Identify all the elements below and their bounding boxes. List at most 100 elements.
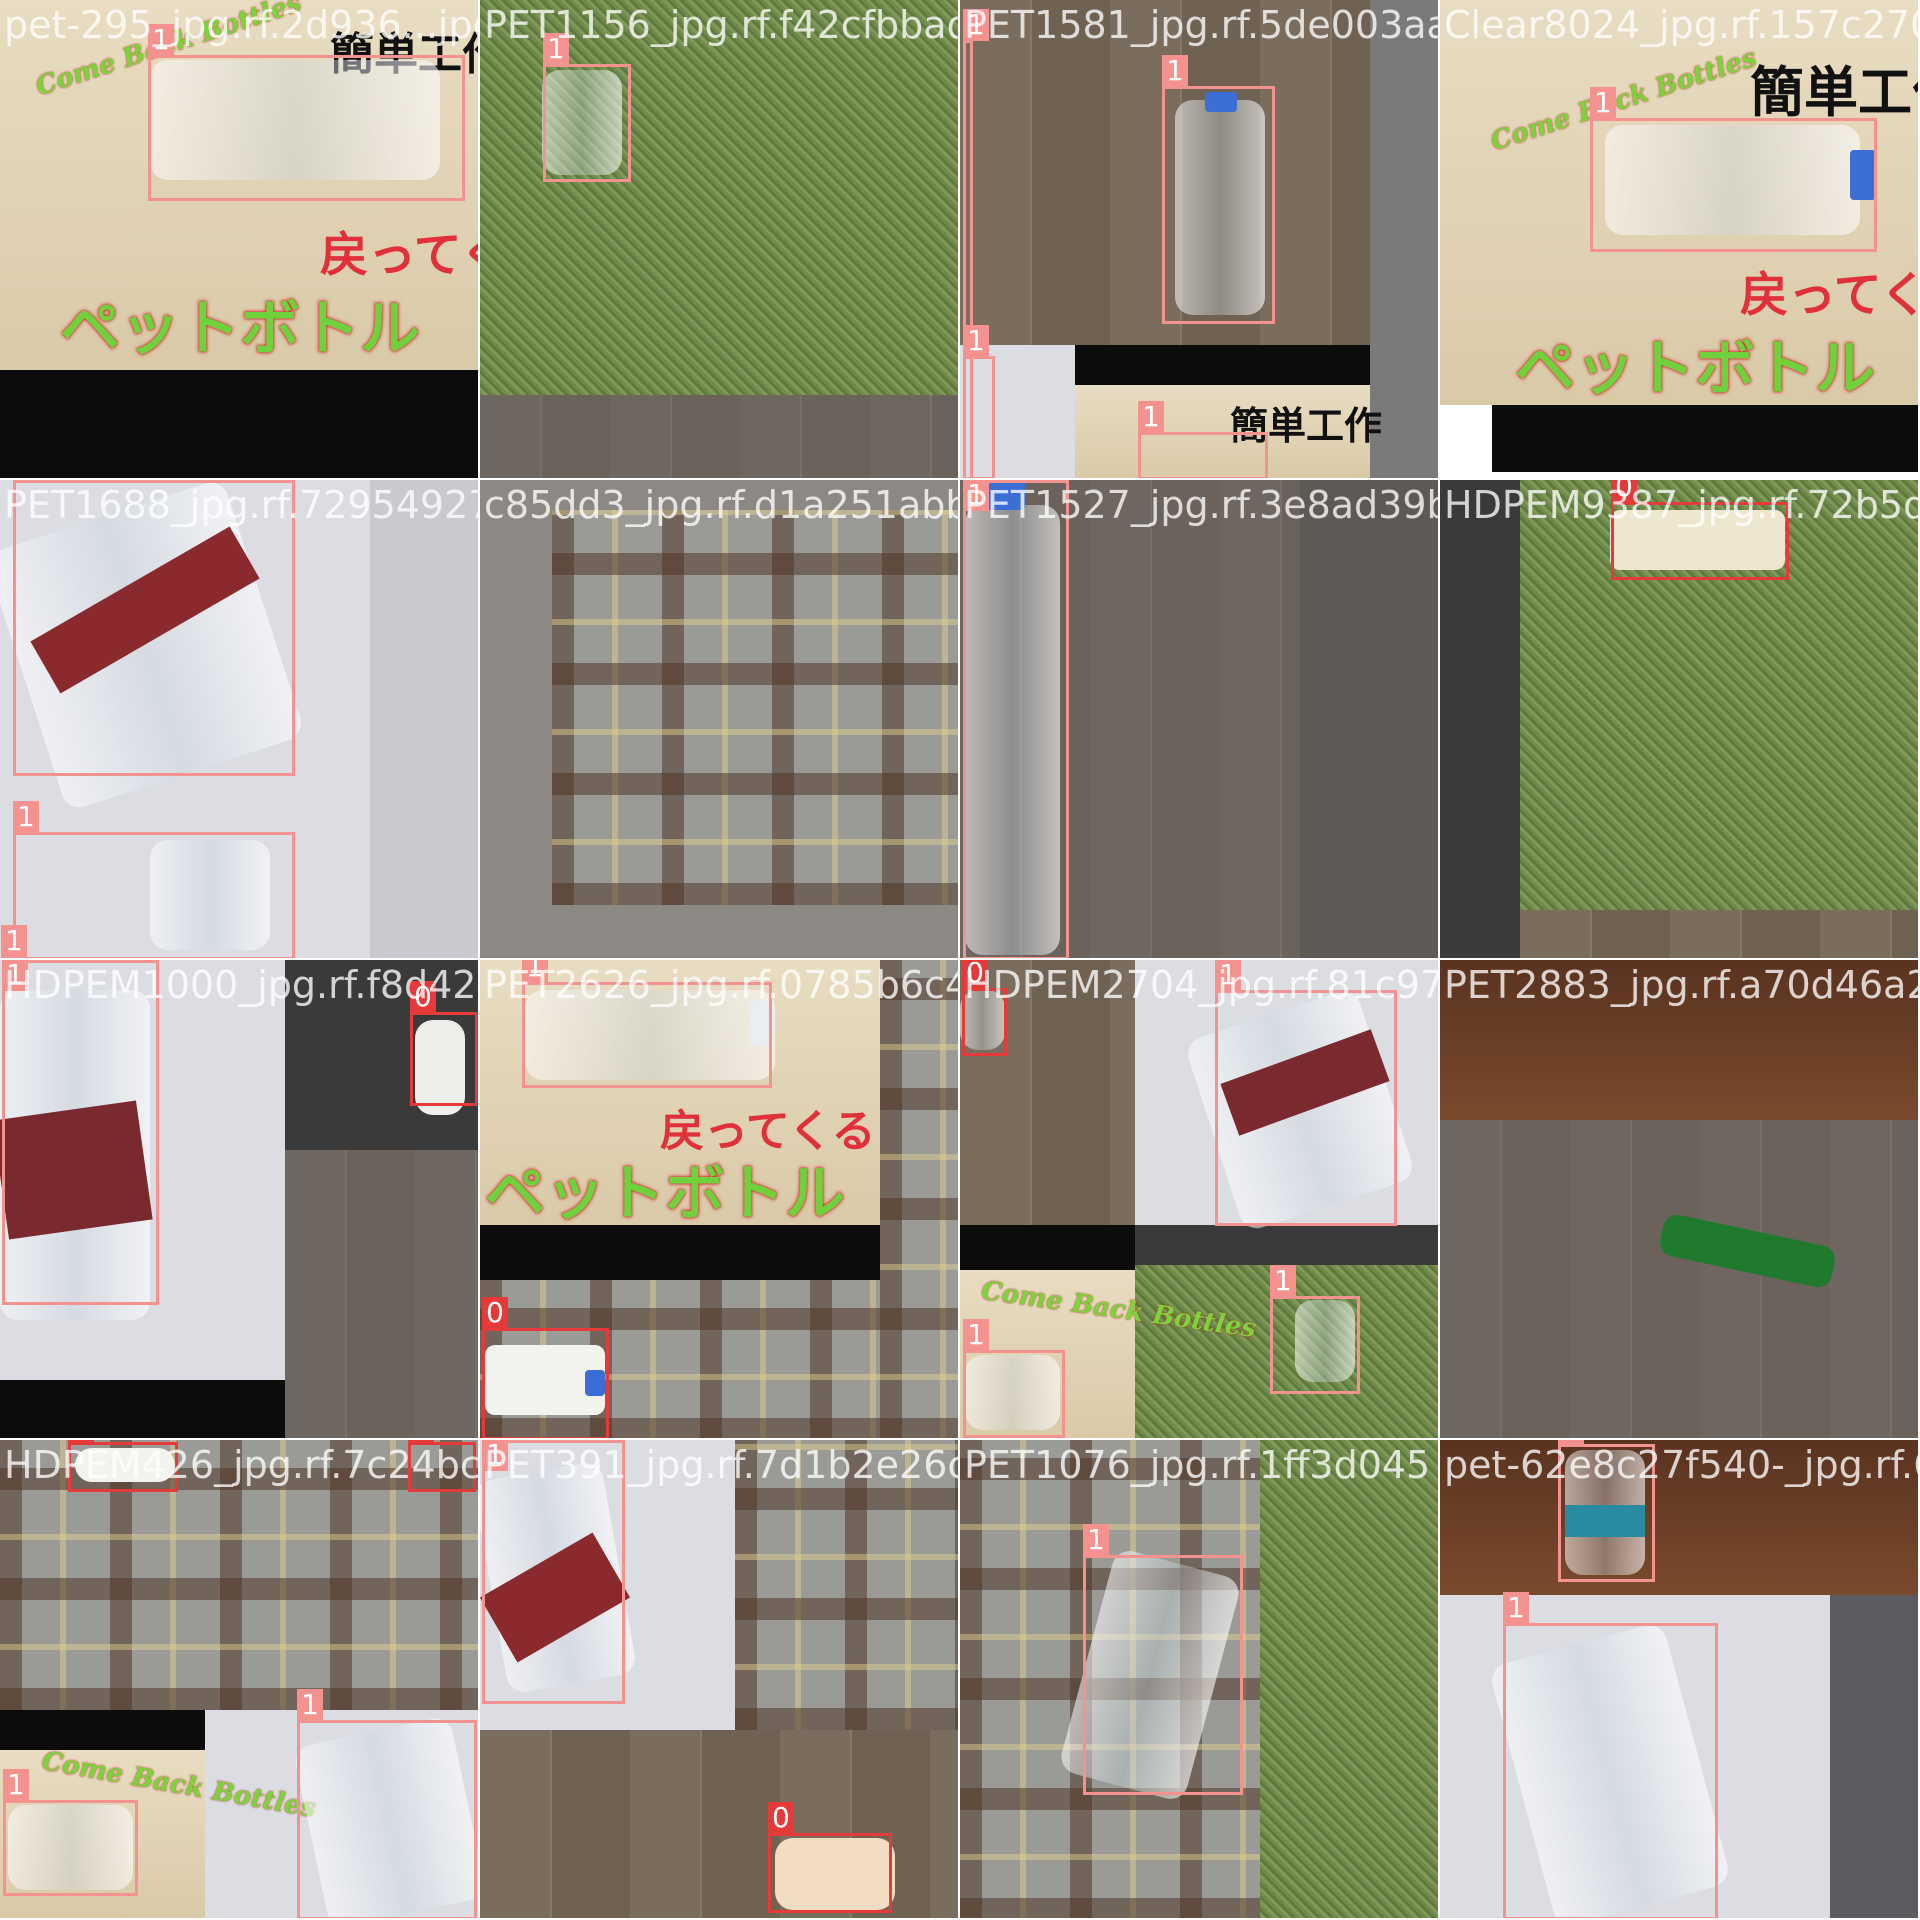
- plaid-strip: [880, 960, 958, 1438]
- tile-filename: Clear8024_jpg.rf.157c270: [1444, 3, 1920, 47]
- box-label: 0: [962, 960, 988, 989]
- tile: 1 PET1076_jpg.rf.1ff3d045: [960, 1440, 1440, 1920]
- box-label: 0: [768, 1802, 794, 1834]
- detection-box: 0: [1611, 480, 1789, 580]
- tile-filename: pet-62e8c27f540-_jpg.rf.6: [1444, 1443, 1920, 1487]
- black-band: [480, 1225, 880, 1280]
- detection-box: 1: [1270, 1265, 1360, 1394]
- floor-strip: [1520, 910, 1918, 958]
- grey-margin: [1370, 0, 1438, 478]
- tile: 1 0 HDPEM1000_jpg.rf.f8d420c: [0, 960, 480, 1440]
- plaid-rug: [480, 1280, 880, 1438]
- floor-patch: [285, 1150, 478, 1438]
- box-label: 0: [410, 981, 436, 1013]
- bottle-object: [965, 1355, 1060, 1430]
- tile-filename: c85dd3_jpg.rf.d1a251abb: [484, 483, 960, 527]
- box-label: 1: [1215, 960, 1241, 991]
- floor-background: [1440, 1120, 1918, 1438]
- dark-panel: [1830, 1595, 1918, 1918]
- grass-background: [1260, 1440, 1438, 1918]
- katakana-main: ペットボトル: [1515, 334, 1875, 404]
- box-label: 1: [522, 960, 548, 983]
- jug-object: [75, 1448, 175, 1482]
- detection-box: 1: [1, 925, 27, 958]
- bottle-object: [150, 60, 440, 180]
- tile-filename: HDPEM426_jpg.rf.7c24bc2: [4, 1443, 480, 1487]
- tile-filename: PET2883_jpg.rf.a70d46a24968: [1444, 963, 1918, 1007]
- tile-filename: PET1688_jpg.rf.72954927fd: [4, 483, 480, 527]
- black-band: [0, 1710, 205, 1750]
- box-label: 1: [963, 1319, 989, 1351]
- jug-object: [775, 1838, 895, 1910]
- katakana-top: 戻ってくる: [320, 227, 478, 283]
- box-label: 1: [1162, 55, 1188, 87]
- tile: 1 PET1156_jpg.rf.f42cfbbad64: [480, 0, 960, 480]
- box-label: 1: [1590, 87, 1616, 119]
- tile-filename: PET1527_jpg.rf.3e8ad39b: [964, 483, 1440, 527]
- box-label: 1: [13, 480, 39, 481]
- bottle-object: [965, 505, 1060, 955]
- box-label: 1: [1, 925, 27, 957]
- box-label: 0: [482, 1297, 508, 1329]
- tile: Come Back Bottles 0 1 1 1 HDPEM2704_jpg.…: [960, 960, 1440, 1440]
- tile: 簡単工作 1 1 1 1 PET1581_jpg.rf.5de003aafc2: [960, 0, 1440, 480]
- detection-box: 1: [148, 24, 465, 201]
- detection-box: 0: [768, 1802, 892, 1913]
- box-label: 1: [1558, 1440, 1584, 1445]
- box-label: 1: [297, 1689, 323, 1721]
- box-label: 1: [1503, 1592, 1529, 1624]
- box-label: 0: [68, 1440, 94, 1443]
- plaid-rug: [0, 1440, 478, 1710]
- tile-filename: PET2626_jpg.rf.0785b6c4bb: [484, 963, 958, 1007]
- box-label: 1: [1083, 1524, 1109, 1556]
- katakana-top: 戻ってくる: [1740, 267, 1918, 323]
- black-band: [0, 1380, 285, 1438]
- wood-background: [1440, 1440, 1918, 1595]
- dark-surface: [1440, 480, 1520, 958]
- bottle-object: [542, 70, 622, 175]
- detection-box: 0: [408, 1440, 476, 1492]
- detection-box: 0: [410, 981, 478, 1106]
- detection-box: 0: [962, 960, 1007, 1056]
- wood-background: [1440, 960, 1918, 1120]
- detection-box: 0: [68, 1440, 178, 1492]
- jug-object: [415, 1020, 465, 1115]
- detection-box: 1: [13, 801, 295, 958]
- jug-cap: [585, 1370, 605, 1396]
- tile: 戻ってくる ペットボトル 1 0 PET2626_jpg.rf.0785b6c4…: [480, 960, 960, 1440]
- box-label: 1: [1270, 1265, 1296, 1297]
- box-label: 1: [482, 1440, 508, 1471]
- kanji-text: 簡単工作: [1230, 404, 1383, 448]
- tile: PET2883_jpg.rf.a70d46a24968: [1440, 960, 1920, 1440]
- detection-box: 1: [1503, 1592, 1718, 1918]
- tile: Come Back Bottles 0 0 1 1 HDPEM426_jpg.r…: [0, 1440, 480, 1920]
- detection-box: 1: [963, 325, 995, 478]
- jug-object: [1610, 510, 1785, 570]
- bottle-cap: [1205, 92, 1237, 112]
- detection-box: 1: [543, 33, 631, 182]
- box-label: 1: [543, 33, 569, 65]
- box-label: 1: [148, 24, 174, 56]
- tile-filename: PET391_jpg.rf.7d1b2e26c3d: [484, 1443, 958, 1487]
- detection-box: 1: [482, 1440, 625, 1704]
- box-label: 1: [13, 801, 39, 833]
- box-label: 1: [3, 1769, 29, 1801]
- detection-box: 1: [1138, 401, 1268, 478]
- tile: 0 HDPEM9387_jpg.rf.72b5d632: [1440, 480, 1920, 960]
- black-band: [0, 370, 478, 478]
- detection-box: 1: [1558, 1440, 1655, 1582]
- box-label: 0: [408, 1440, 434, 1443]
- tile-filename: PET1581_jpg.rf.5de003aafc2: [964, 3, 1438, 47]
- detection-box: 1: [2, 960, 159, 1305]
- bottle-object: [1295, 1300, 1355, 1382]
- black-band: [960, 1225, 1135, 1270]
- plaid-rug: [552, 510, 958, 905]
- detection-box: 1: [1083, 1524, 1243, 1795]
- tile-filename: PET1156_jpg.rf.f42cfbbad64: [484, 3, 958, 47]
- bottle-object: [150, 840, 270, 950]
- tile-filename: HDPEM1000_jpg.rf.f8d420c: [4, 963, 480, 1007]
- bottle-object: [8, 1805, 133, 1890]
- floor-shadow: [1300, 480, 1438, 958]
- bottle-object: [1605, 125, 1860, 235]
